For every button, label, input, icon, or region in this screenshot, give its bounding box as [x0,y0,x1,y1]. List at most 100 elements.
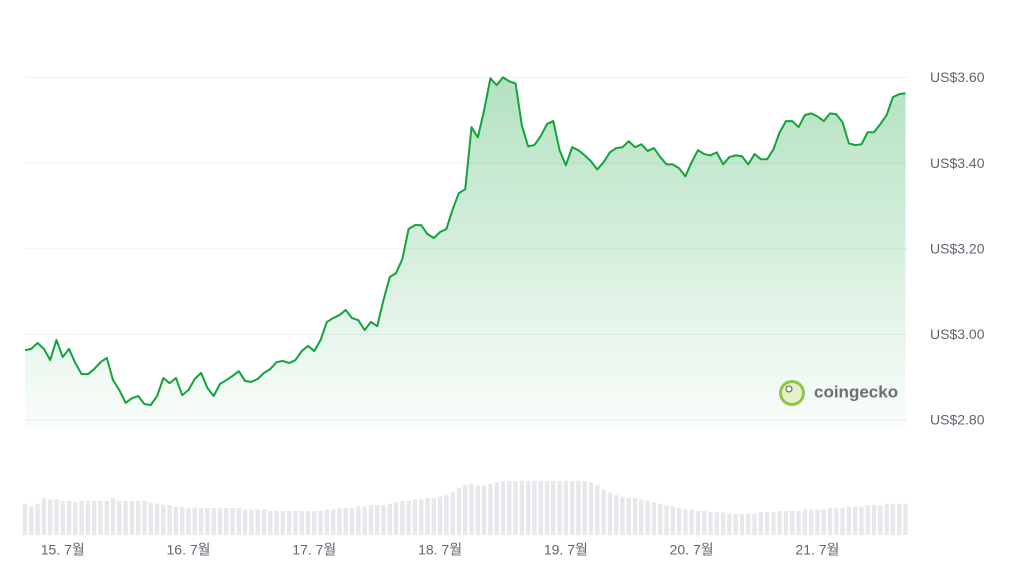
volume-bar [645,500,650,535]
volume-bar [205,508,210,535]
volume-bar [582,481,587,535]
volume-bar [161,505,166,535]
watermark: coingecko [779,380,898,406]
volume-bar [456,488,462,535]
volume-bar [444,495,449,535]
volume-bar [230,508,235,535]
volume-bar [651,502,657,535]
volume-bar [632,498,638,535]
volume-bar [802,509,808,535]
volume-bar [878,505,883,535]
volume-bar [771,512,776,535]
volume-bar [796,510,801,535]
watermark-text: coingecko [814,382,898,401]
volume-bar [154,503,160,535]
volume-bar [437,496,443,535]
volume-bar [695,510,701,535]
volume-bar [142,500,147,535]
volume-bar [406,500,411,535]
volume-bar [865,505,870,535]
volume-bar [764,512,770,535]
volume-bar [261,509,267,535]
volume-bar [73,502,78,535]
volume-bar [136,500,141,535]
volume-bar [834,508,839,535]
volume-bar [274,510,279,535]
volume-bar [620,496,625,535]
volume-bar [54,499,59,535]
volume-bar [481,485,487,535]
volume-bar [41,498,47,535]
volume-bar [551,481,556,535]
volume-bar [374,505,380,535]
volume-bar [60,500,65,535]
volume-bar [192,508,198,535]
volume-bar [431,498,436,535]
volume-bar [412,499,418,535]
x-tick-label: 19. 7월 [544,542,588,558]
volume-bar [148,502,153,535]
volume-bar [702,510,707,535]
volume-bar [896,503,902,535]
volume-bar [676,508,682,535]
volume-bar [626,498,631,535]
volume-bar [293,510,298,535]
price-line [24,76,906,407]
volume-bar [91,500,97,535]
volume-bar [658,503,663,535]
volume-bar [463,485,468,535]
volume-bar [29,506,34,535]
x-tick-label: 17. 7월 [292,542,336,558]
volume-bar [312,510,317,535]
volume-bar [827,508,833,535]
volume-bar [368,505,374,535]
volume-bar [356,506,361,535]
y-tick-label: US$3.60 [930,69,985,85]
volume-bar [419,499,424,535]
volume-bar [110,498,116,535]
volume-bar [777,510,782,535]
y-tick-label: US$3.20 [930,240,985,256]
volume-bar [884,503,889,535]
volume-bar [186,508,191,535]
x-tick-label: 16. 7월 [167,542,211,558]
volume-bar [790,510,795,535]
volume-bar [557,481,562,535]
volume-bar [815,509,820,535]
volume-bar [538,481,543,535]
volume-bar [846,506,852,535]
volume-bar [22,503,28,535]
volume-bar [349,508,355,535]
volume-bar [255,509,260,535]
y-tick-label: US$3.40 [930,155,985,171]
volume-bar [387,503,392,535]
volume-bar [903,503,908,535]
volume-bars [22,481,908,535]
volume-bar [840,508,845,535]
volume-bar [783,510,789,535]
volume-bar [236,508,242,535]
volume-bar [330,509,336,535]
volume-bar [324,509,330,535]
volume-bar [280,510,286,535]
y-tick-label: US$3.00 [930,326,985,342]
watermark-icon-inner [782,383,802,403]
volume-bar [362,506,367,535]
x-tick-label: 21. 7월 [795,542,839,558]
volume-bar [733,513,738,535]
volume-bar [513,481,518,535]
plot [24,76,906,428]
volume-bar [66,500,72,535]
x-tick-label: 20. 7월 [670,542,714,558]
volume-bar [563,481,569,535]
volume-bar [588,482,594,535]
volume-bar [852,506,858,535]
watermark-icon-eye [785,385,793,393]
volume-bar [752,513,757,535]
volume-bar [469,483,474,535]
volume-bar [519,481,525,535]
volume-bar [727,513,732,535]
volume-bar [224,508,229,535]
volume-bar [544,481,550,535]
